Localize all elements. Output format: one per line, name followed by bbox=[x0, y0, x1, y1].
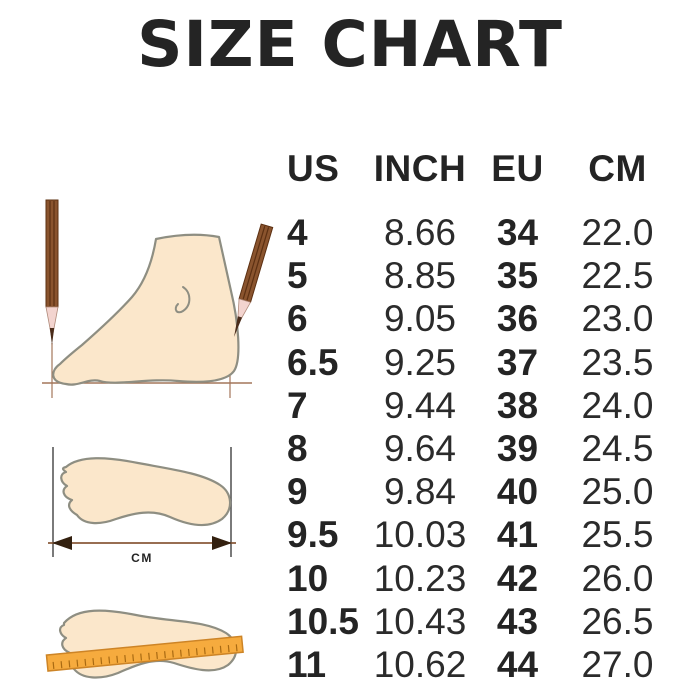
table-row: 10.5 10.43 43 26.5 bbox=[270, 600, 670, 643]
table-row: 7 9.44 38 24.0 bbox=[270, 384, 670, 427]
cell-us-size: 9 bbox=[287, 471, 308, 513]
cell-inch-size: 9.84 bbox=[383, 471, 456, 513]
cell-eu-size: 36 bbox=[496, 298, 539, 340]
cell-eu-size: 37 bbox=[496, 341, 539, 383]
footprint-ruler-svg bbox=[45, 609, 244, 679]
column-header-us: US bbox=[287, 148, 340, 189]
table-row: 9 9.84 40 25.0 bbox=[270, 470, 670, 513]
table-row: 6 9.05 36 23.0 bbox=[270, 297, 670, 340]
cell-cm-size: 27.0 bbox=[581, 643, 654, 685]
cell-cm-size: 25.5 bbox=[581, 514, 654, 556]
pencil-icon bbox=[234, 223, 274, 337]
cell-cm-size: 25.0 bbox=[581, 471, 654, 513]
footprint-shape bbox=[60, 457, 232, 526]
table-row: 9.5 10.03 41 25.5 bbox=[270, 513, 670, 556]
table-row: 8 9.64 39 24.5 bbox=[270, 427, 670, 470]
size-table: US INCH EU CM 4 8.66 34 22.0 5 8.85 35 2… bbox=[270, 145, 670, 686]
cell-eu-size: 35 bbox=[496, 255, 539, 297]
cell-eu-size: 43 bbox=[496, 600, 539, 642]
cell-cm-size: 24.0 bbox=[581, 384, 654, 426]
cell-inch-size: 10.43 bbox=[373, 600, 467, 642]
foot-side-measure-icon bbox=[30, 195, 274, 400]
cell-us-size: 9.5 bbox=[287, 514, 339, 556]
cell-inch-size: 8.66 bbox=[383, 212, 456, 254]
cell-cm-size: 23.5 bbox=[581, 341, 654, 383]
cell-us-size: 6.5 bbox=[287, 341, 339, 383]
size-table-body: 4 8.66 34 22.0 5 8.85 35 22.5 6 9.05 36 … bbox=[270, 211, 670, 686]
ruler-icon bbox=[45, 635, 244, 672]
cell-cm-size: 26.0 bbox=[581, 557, 654, 599]
cell-inch-size: 9.64 bbox=[383, 428, 456, 470]
cell-eu-size: 42 bbox=[496, 557, 539, 599]
cell-cm-size: 23.0 bbox=[581, 298, 654, 340]
cell-inch-size: 8.85 bbox=[383, 255, 456, 297]
cell-inch-size: 9.25 bbox=[383, 341, 456, 383]
table-row: 6.5 9.25 37 23.5 bbox=[270, 341, 670, 384]
cell-cm-size: 22.5 bbox=[581, 255, 654, 297]
size-table-header: US INCH EU CM bbox=[270, 145, 670, 193]
footprint-cm-arrow-svg: CM bbox=[48, 447, 236, 565]
table-row: 5 8.85 35 22.5 bbox=[270, 254, 670, 297]
cm-arrow: CM bbox=[48, 536, 236, 565]
cell-inch-size: 9.44 bbox=[383, 384, 456, 426]
cell-eu-size: 41 bbox=[496, 514, 539, 556]
cell-eu-size: 40 bbox=[496, 471, 539, 513]
cell-inch-size: 10.62 bbox=[373, 643, 467, 685]
pencil-icon bbox=[45, 199, 59, 345]
cell-cm-size: 26.5 bbox=[581, 600, 654, 642]
table-row: 10 10.23 42 26.0 bbox=[270, 557, 670, 600]
column-header-inch: INCH bbox=[373, 148, 467, 189]
foot-shape bbox=[52, 233, 240, 386]
cell-us-size: 10.5 bbox=[287, 600, 360, 642]
cell-us-size: 4 bbox=[287, 212, 308, 254]
footprint-ruler-icon bbox=[30, 595, 270, 695]
table-row: 4 8.66 34 22.0 bbox=[270, 211, 670, 254]
cell-eu-size: 39 bbox=[496, 428, 539, 470]
cell-eu-size: 34 bbox=[496, 212, 539, 254]
cell-us-size: 5 bbox=[287, 255, 308, 297]
cell-inch-size: 10.03 bbox=[373, 514, 467, 556]
cell-eu-size: 44 bbox=[496, 643, 539, 685]
cm-arrow-label: CM bbox=[131, 551, 153, 565]
cell-cm-size: 22.0 bbox=[581, 212, 654, 254]
cell-inch-size: 9.05 bbox=[383, 298, 456, 340]
foot-side-measure-svg bbox=[42, 199, 274, 398]
page-title: SIZE CHART bbox=[137, 8, 563, 81]
cell-inch-size: 10.23 bbox=[373, 557, 467, 599]
cell-us-size: 8 bbox=[287, 428, 308, 470]
cell-cm-size: 24.5 bbox=[581, 428, 654, 470]
column-header-eu: EU bbox=[491, 148, 544, 189]
column-header-cm: CM bbox=[588, 148, 647, 189]
cell-eu-size: 38 bbox=[496, 384, 539, 426]
cell-us-size: 11 bbox=[287, 643, 327, 685]
cell-us-size: 6 bbox=[287, 298, 308, 340]
cell-us-size: 7 bbox=[287, 384, 308, 426]
table-row: 11 10.62 44 27.0 bbox=[270, 643, 670, 686]
cell-us-size: 10 bbox=[287, 557, 329, 599]
footprint-cm-arrow-icon: CM bbox=[30, 445, 270, 575]
